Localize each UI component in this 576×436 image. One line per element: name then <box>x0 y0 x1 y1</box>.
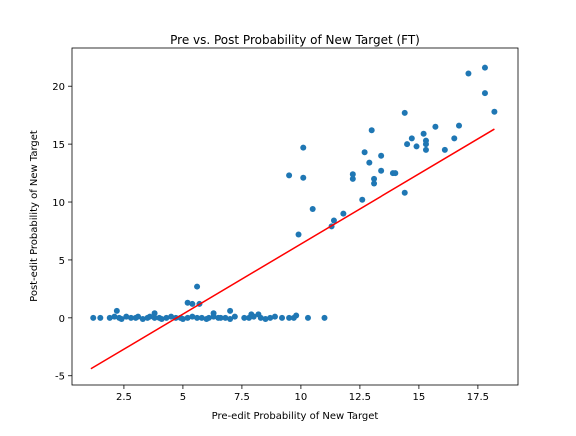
point <box>413 143 420 150</box>
point <box>279 314 286 321</box>
y-tick-label: 15 <box>52 140 65 151</box>
point <box>205 314 212 321</box>
point <box>184 299 191 306</box>
point <box>371 175 378 182</box>
point <box>330 217 337 224</box>
point <box>118 315 125 322</box>
point <box>451 135 458 142</box>
y-tick-label: -5 <box>55 372 65 383</box>
point <box>371 180 378 187</box>
point <box>432 123 439 130</box>
point <box>123 313 130 320</box>
x-tick-label: 2.5 <box>116 392 132 403</box>
point <box>481 64 488 71</box>
point <box>227 307 234 314</box>
point <box>179 315 186 322</box>
point <box>231 313 238 320</box>
point <box>408 135 415 142</box>
point <box>222 314 229 321</box>
point <box>111 313 118 320</box>
point <box>184 314 191 321</box>
y-axis-label: Post-edit Probability of New Target <box>29 130 40 302</box>
point <box>217 314 224 321</box>
point <box>392 170 399 177</box>
point <box>349 171 356 178</box>
point <box>245 314 252 321</box>
point <box>189 300 196 307</box>
point <box>359 196 366 203</box>
chart-title: Pre vs. Post Probability of New Target (… <box>170 33 420 47</box>
point <box>158 315 165 322</box>
point <box>90 314 97 321</box>
point <box>250 313 257 320</box>
point <box>441 146 448 153</box>
y-tick-label: 20 <box>52 82 65 93</box>
x-axis-label: Pre-edit Probability of New Target <box>212 411 379 422</box>
point <box>113 307 120 314</box>
point <box>378 152 385 159</box>
point <box>271 313 278 320</box>
point <box>321 314 328 321</box>
point <box>300 144 307 151</box>
point <box>267 314 274 321</box>
point <box>139 315 146 322</box>
x-tick-label: 10 <box>295 392 308 403</box>
x-tick-label: 7.5 <box>234 392 250 403</box>
point <box>422 146 429 153</box>
point <box>366 159 373 166</box>
plot-frame <box>71 47 519 386</box>
point <box>257 314 264 321</box>
y-tick-label: 0 <box>59 314 65 325</box>
point <box>290 314 297 321</box>
point <box>401 109 408 116</box>
x-tick-label: 15 <box>413 392 426 403</box>
point <box>168 313 175 320</box>
point <box>420 130 427 137</box>
point <box>163 314 170 321</box>
point <box>295 231 302 238</box>
x-tick-label: 12.5 <box>349 392 371 403</box>
fit-line <box>90 128 495 370</box>
point <box>300 174 307 181</box>
point <box>465 70 472 77</box>
point <box>378 167 385 174</box>
point <box>404 141 411 148</box>
y-tick-label: 5 <box>59 256 65 267</box>
point <box>241 314 248 321</box>
point <box>189 313 196 320</box>
x-tick-label: 5 <box>180 392 186 403</box>
point <box>401 189 408 196</box>
point <box>151 314 158 321</box>
x-tick-label: 17.5 <box>467 392 489 403</box>
point <box>491 108 498 115</box>
point <box>106 314 113 321</box>
point <box>146 313 153 320</box>
y-tick-label: 10 <box>52 198 65 209</box>
point <box>361 149 368 156</box>
point <box>227 315 234 322</box>
point <box>151 310 158 317</box>
point <box>309 205 316 212</box>
point <box>135 313 142 320</box>
point <box>349 175 356 182</box>
point <box>368 127 375 134</box>
point <box>210 313 217 320</box>
point <box>422 141 429 148</box>
point <box>286 314 293 321</box>
point <box>97 314 104 321</box>
point <box>304 314 311 321</box>
point <box>194 314 201 321</box>
point <box>340 210 347 217</box>
point <box>481 90 488 97</box>
point <box>456 122 463 129</box>
point <box>194 283 201 290</box>
point <box>262 315 269 322</box>
point <box>198 314 205 321</box>
point <box>286 172 293 179</box>
point <box>127 314 134 321</box>
